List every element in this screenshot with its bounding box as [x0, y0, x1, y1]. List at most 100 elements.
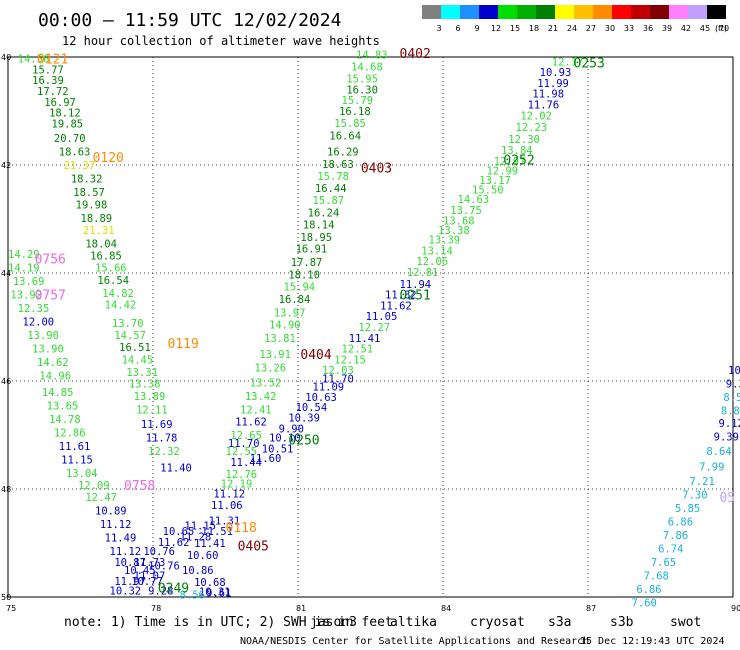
- x-tick-label: 81: [296, 604, 306, 613]
- legend-unit: (ft): [715, 24, 727, 33]
- wave-height-value: 10.77: [131, 576, 163, 588]
- satellite-legend: jason3 altika cryosat s3a s3b swot: [310, 615, 701, 630]
- wave-height-value: 9.28: [148, 586, 173, 598]
- legend-label: 45: [700, 24, 710, 33]
- x-tick-label: 90: [731, 604, 740, 613]
- wave-height-value: 12.03: [322, 365, 354, 377]
- legend-label: 21: [548, 24, 558, 33]
- wave-height-value: 12.86: [54, 427, 86, 439]
- wave-height-value: 11.12: [100, 519, 132, 531]
- legend-label: 70: [719, 24, 729, 33]
- wave-height-value: 10.87: [114, 557, 146, 569]
- wave-height-value: 10.89: [95, 506, 127, 518]
- wave-height-value: 13.65: [47, 400, 79, 412]
- legend-label: 15: [510, 24, 520, 33]
- wave-height-value: 12.65: [230, 430, 262, 442]
- legend-label: 36: [643, 24, 653, 33]
- wave-height-value: 16.97: [44, 97, 76, 109]
- wave-height-value: 14.78: [49, 414, 81, 426]
- pass-time-label: 0402: [400, 47, 431, 62]
- wave-height-value: 11.70: [228, 438, 260, 450]
- satellite-jason3: jason3: [310, 615, 357, 630]
- pass-time-labels: 0121 0120 0756 0757 0119 0758 0118 0405 0249 0402…: [35, 47, 736, 596]
- wave-height-value: 13.97: [274, 307, 306, 319]
- legend-swatch: [669, 5, 688, 19]
- wave-height-value: 12.35: [18, 303, 50, 315]
- wave-height-value: 5.85: [675, 503, 700, 515]
- wave-height-value: 14.82: [102, 288, 134, 300]
- wave-height-value: 12.41: [240, 405, 272, 417]
- wave-height-value: 14.29: [8, 249, 40, 261]
- wave-height-value: 7.86: [663, 530, 688, 542]
- wave-height-value: 10.63: [305, 392, 337, 404]
- wave-height-value: 16.18: [339, 106, 371, 118]
- pass-time-label: 0250: [288, 433, 319, 448]
- wave-height-value: 14.56: [18, 54, 50, 66]
- wave-height-value: 7.21: [690, 476, 715, 488]
- wave-height-value: 18.32: [71, 174, 103, 186]
- wave-height-value: 16.84: [279, 294, 311, 306]
- wave-height-value: 14.57: [114, 330, 146, 342]
- wave-height-value: 11.07: [134, 570, 166, 582]
- wave-height-value: 20.70: [54, 133, 86, 145]
- legend-swatch: [536, 5, 555, 19]
- wave-height-value: 18.57: [73, 187, 105, 199]
- footer-credit: NOAA/NESDIS Center for Satellite Applica…: [240, 636, 589, 647]
- wave-height-value: 14.90: [269, 319, 301, 331]
- wave-height-value: 11.05: [366, 311, 398, 323]
- wave-height-value: 16.91: [296, 244, 328, 256]
- pass-time-label: 0120: [93, 151, 124, 166]
- wave-height-value: 21.37: [64, 160, 96, 172]
- y-tick-label: 48: [1, 485, 11, 494]
- wave-height-value: 12.02: [520, 110, 552, 122]
- legend-swatch: [517, 5, 536, 19]
- footer-note: note: 1) Time is in UTC; 2) SWH is in fe…: [64, 615, 393, 630]
- wave-height-value: 16.44: [315, 183, 347, 195]
- wave-height-value: 16.29: [327, 147, 359, 159]
- wave-height-value: 10.39: [288, 413, 320, 425]
- axis-ticks: 75 78 81 84 87 90 40 42 44 46 48 50: [1, 53, 740, 613]
- legend-swatch: [460, 5, 479, 19]
- wave-height-value: 13.68: [443, 216, 475, 228]
- wave-height-value: 6.86: [636, 584, 661, 596]
- wave-height-value: 11.62: [158, 537, 190, 549]
- wave-height-value: 11.41: [194, 538, 226, 550]
- wave-height-value: 11.15: [184, 521, 216, 533]
- wave-height-value: 12.97: [494, 156, 526, 168]
- wave-height-value: 18.10: [288, 270, 320, 282]
- wave-height-value: 14.19: [8, 263, 40, 275]
- y-tick-label: 42: [1, 161, 11, 170]
- wave-height-value: 6.86: [668, 516, 693, 528]
- wave-height-value: 11.49: [105, 533, 137, 545]
- wave-height-value: 13.26: [255, 363, 287, 375]
- wave-height-value: 12.09: [78, 480, 110, 492]
- wave-height-value: 10.93: [540, 67, 572, 79]
- pass-time-label: 0121: [37, 53, 68, 68]
- pass-time-label: 0252: [503, 154, 534, 169]
- pass-time-label: 0756: [35, 252, 66, 267]
- wave-height-value: 11.99: [537, 78, 569, 90]
- footer-timestamp: 15 Dec 12:19:43 UTC 2024: [580, 636, 725, 647]
- wave-height-value: 11.12: [110, 546, 142, 558]
- wave-height-value: 11.28: [180, 532, 212, 544]
- wave-height-value: 10.45: [124, 565, 156, 577]
- x-tick-label: 78: [151, 604, 161, 613]
- wave-height-value: 16.64: [329, 130, 361, 142]
- wave-height-value: 12.47: [85, 492, 117, 504]
- x-tick-label: 84: [441, 604, 451, 613]
- wave-height-value: 13.38: [129, 379, 161, 391]
- pass-time-label: 0119: [168, 337, 199, 352]
- wave-height-value: 14.63: [458, 194, 490, 206]
- wave-height-value: 12.19: [221, 479, 253, 491]
- wave-height-value: 11.09: [313, 381, 345, 393]
- wave-height-value: 7.65: [651, 557, 676, 569]
- wave-height-value: 13.91: [259, 349, 291, 361]
- legend-swatch: [707, 5, 726, 19]
- wave-height-value: 16.39: [32, 75, 64, 87]
- wave-height-value: 10.68: [194, 577, 226, 589]
- wave-height-value: 19.98: [76, 199, 108, 211]
- wave-height-value: 9.39: [714, 432, 739, 444]
- wave-height-value: 11.61: [59, 441, 91, 453]
- wave-height-value: 12.30: [508, 134, 540, 146]
